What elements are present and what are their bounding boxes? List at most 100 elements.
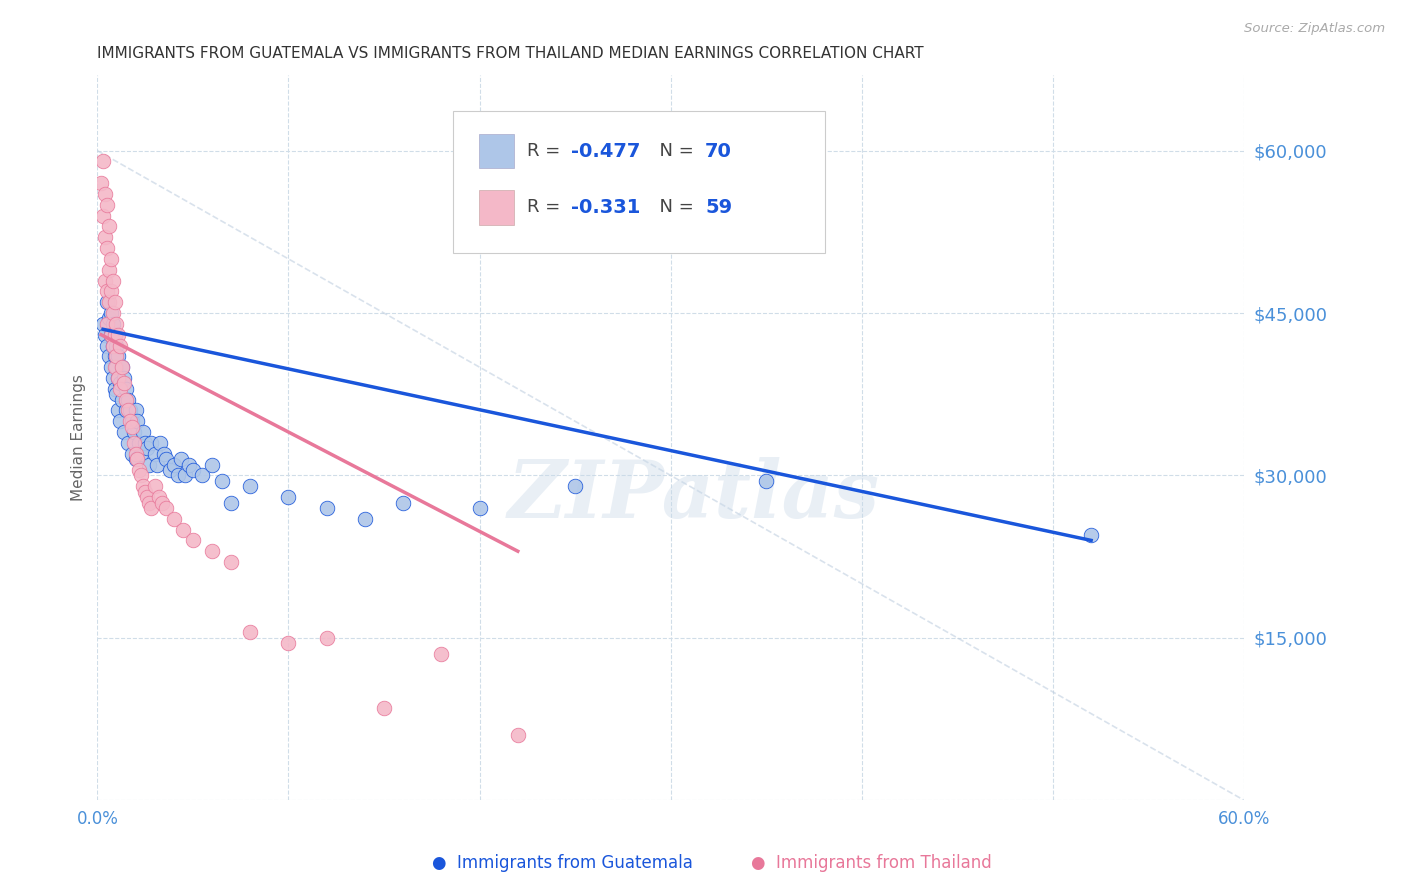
Point	[97, 262, 120, 277]
Point	[128, 463, 150, 477]
Point	[107, 371, 129, 385]
Point	[107, 403, 129, 417]
Point	[100, 327, 122, 342]
Point	[166, 468, 188, 483]
Y-axis label: Median Earnings: Median Earnings	[72, 374, 86, 501]
Point	[94, 274, 117, 288]
Point	[117, 436, 139, 450]
Point	[239, 625, 262, 640]
Point	[101, 306, 124, 320]
Point	[181, 533, 204, 548]
Point	[100, 306, 122, 320]
Point	[138, 458, 160, 472]
Text: -0.331: -0.331	[571, 198, 640, 217]
Point	[96, 338, 118, 352]
Point	[110, 376, 132, 391]
Point	[110, 338, 132, 352]
Point	[91, 317, 114, 331]
Text: ZIPatlas: ZIPatlas	[508, 457, 880, 534]
Point	[101, 274, 124, 288]
Point	[115, 392, 138, 407]
Point	[122, 425, 145, 439]
Point	[170, 452, 193, 467]
Point	[153, 447, 176, 461]
Point	[96, 295, 118, 310]
Point	[97, 219, 120, 234]
Point	[131, 468, 153, 483]
Point	[96, 317, 118, 331]
Point	[143, 447, 166, 461]
Point	[121, 447, 143, 461]
Point	[97, 311, 120, 326]
Point	[139, 436, 162, 450]
Point	[136, 490, 159, 504]
Point	[105, 360, 128, 375]
Point	[115, 382, 138, 396]
Point	[97, 350, 120, 364]
Point	[219, 555, 242, 569]
Point	[127, 414, 149, 428]
Point	[145, 458, 167, 472]
Point	[107, 327, 129, 342]
Point	[111, 360, 134, 375]
Point	[155, 452, 177, 467]
Point	[105, 350, 128, 364]
Point	[117, 403, 139, 417]
Point	[90, 176, 112, 190]
Point	[111, 392, 134, 407]
Text: 70: 70	[704, 142, 733, 161]
Point	[105, 338, 128, 352]
Point	[100, 327, 122, 342]
Point	[159, 463, 181, 477]
Text: R =: R =	[527, 198, 567, 217]
Point	[139, 500, 162, 515]
Point	[100, 285, 122, 299]
Point	[132, 425, 155, 439]
Point	[191, 468, 214, 483]
Point	[148, 490, 170, 504]
Point	[96, 285, 118, 299]
Point	[101, 317, 124, 331]
FancyBboxPatch shape	[479, 134, 513, 169]
Point	[201, 544, 224, 558]
Point	[94, 186, 117, 201]
Point	[103, 327, 125, 342]
Point	[100, 360, 122, 375]
Point	[354, 512, 377, 526]
Point	[315, 500, 337, 515]
Text: ●  Immigrants from Thailand: ● Immigrants from Thailand	[751, 855, 993, 872]
Point	[91, 154, 114, 169]
Point	[110, 382, 132, 396]
Point	[468, 500, 491, 515]
Point	[103, 350, 125, 364]
Text: R =: R =	[527, 142, 567, 160]
Point	[136, 442, 159, 456]
Point	[91, 209, 114, 223]
Point	[755, 474, 778, 488]
Point	[97, 295, 120, 310]
Point	[315, 631, 337, 645]
Point	[96, 241, 118, 255]
Point	[124, 403, 146, 417]
Point	[277, 636, 299, 650]
Point	[112, 425, 135, 439]
Point	[138, 495, 160, 509]
Point	[100, 252, 122, 266]
Point	[103, 360, 125, 375]
Point	[103, 382, 125, 396]
Point	[111, 360, 134, 375]
Point	[96, 198, 118, 212]
Point	[131, 447, 153, 461]
Point	[124, 452, 146, 467]
Point	[174, 468, 197, 483]
Point	[101, 371, 124, 385]
Point	[121, 419, 143, 434]
Point	[277, 490, 299, 504]
Point	[118, 403, 141, 417]
FancyBboxPatch shape	[453, 112, 825, 252]
Point	[201, 458, 224, 472]
Point	[118, 414, 141, 428]
Point	[112, 376, 135, 391]
Point	[564, 479, 586, 493]
Point	[101, 338, 124, 352]
